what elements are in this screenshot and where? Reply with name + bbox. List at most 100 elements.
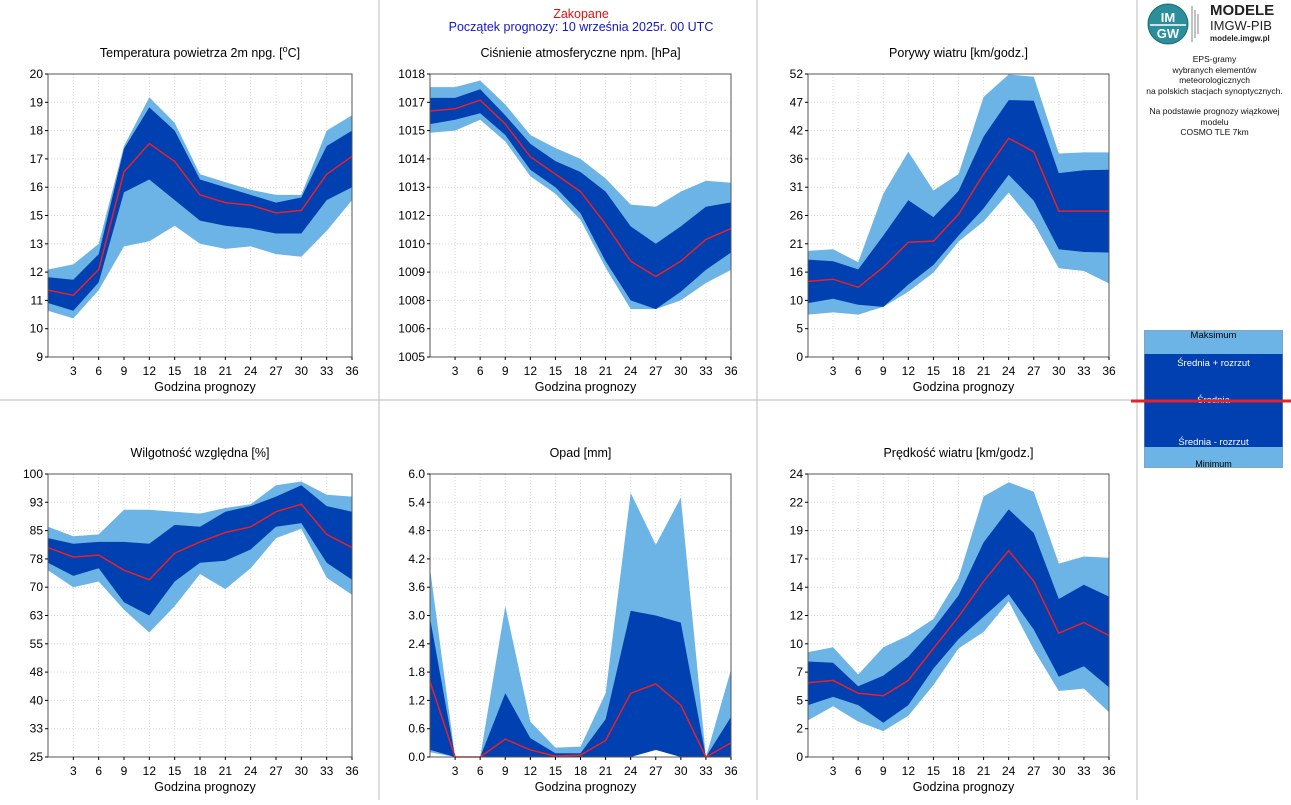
logo-institution: IMGW-PIB xyxy=(1210,18,1272,33)
y-tick-label: 16 xyxy=(790,265,804,279)
x-tick-label: 18 xyxy=(574,764,588,778)
y-tick-label: 0 xyxy=(796,750,803,764)
x-tick-label: 33 xyxy=(1077,764,1091,778)
y-tick-label: 78 xyxy=(30,552,44,566)
chart-title: Prędkość wiatru [km/godz.] xyxy=(883,446,1033,460)
y-tick-label: 10 xyxy=(790,637,804,651)
x-tick-label: 15 xyxy=(549,364,563,378)
x-tick-label: 36 xyxy=(724,364,738,378)
x-tick-label: 3 xyxy=(830,364,837,378)
x-tick-label: 6 xyxy=(477,764,484,778)
legend-max: Maksimum xyxy=(1190,330,1237,341)
y-tick-label: 0 xyxy=(796,350,803,364)
logo-badge-top: IM xyxy=(1161,10,1175,25)
x-tick-label: 15 xyxy=(927,764,941,778)
x-tick-label: 27 xyxy=(1027,764,1041,778)
y-tick-label: 19 xyxy=(30,95,44,109)
y-tick-label: 12 xyxy=(790,609,804,623)
x-axis-label: Godzina prognozy xyxy=(154,780,256,794)
chart-title-text: Temperatura powietrza 2m npg. [ xyxy=(100,46,283,60)
x-tick-label: 21 xyxy=(977,364,991,378)
x-tick-label: 30 xyxy=(295,364,309,378)
x-tick-label: 30 xyxy=(295,764,309,778)
y-tick-label: 0.0 xyxy=(408,750,425,764)
x-tick-label: 15 xyxy=(168,764,182,778)
y-tick-label: 1015 xyxy=(398,124,425,138)
chart-title: Wilgotność względna [%] xyxy=(131,446,270,460)
x-tick-label: 24 xyxy=(624,764,638,778)
y-tick-label: 9 xyxy=(36,350,43,364)
x-tick-label: 3 xyxy=(452,364,459,378)
x-tick-label: 30 xyxy=(1052,364,1066,378)
y-tick-label: 93 xyxy=(30,495,44,509)
y-tick-label: 11 xyxy=(31,293,44,307)
chart-title: Ciśnienie atmosferyczne npm. [hPa] xyxy=(480,46,680,60)
x-tick-label: 6 xyxy=(855,764,862,778)
x-tick-label: 9 xyxy=(880,764,887,778)
x-tick-label: 6 xyxy=(95,364,102,378)
x-tick-label: 27 xyxy=(269,764,283,778)
chart-humidity: Wilgotność względna [%]25334048556370788… xyxy=(23,446,359,794)
y-tick-label: 22 xyxy=(790,495,804,509)
x-tick-label: 24 xyxy=(1002,364,1016,378)
y-tick-label: 21 xyxy=(790,237,804,251)
y-tick-label: 63 xyxy=(30,609,44,623)
y-tick-label: 7 xyxy=(796,665,803,679)
x-tick-label: 33 xyxy=(699,364,713,378)
y-tick-label: 5.4 xyxy=(408,495,425,509)
logo-badge-bottom: GW xyxy=(1157,26,1180,41)
info-line: na polskich stacjach synoptycznych. xyxy=(1146,85,1283,96)
x-tick-label: 24 xyxy=(1002,764,1016,778)
x-tick-label: 30 xyxy=(674,364,688,378)
x-tick-label: 3 xyxy=(452,764,459,778)
y-tick-label: 1012 xyxy=(398,209,425,223)
y-tick-label: 1017 xyxy=(398,95,425,109)
x-tick-label: 21 xyxy=(977,764,991,778)
x-tick-label: 12 xyxy=(143,764,157,778)
x-tick-label: 27 xyxy=(649,364,663,378)
x-tick-label: 3 xyxy=(830,764,837,778)
x-tick-label: 27 xyxy=(649,764,663,778)
y-tick-label: 2.4 xyxy=(408,637,425,651)
x-tick-label: 36 xyxy=(724,764,738,778)
x-tick-label: 33 xyxy=(1077,364,1091,378)
spread-band xyxy=(48,107,352,311)
y-tick-label: 13 xyxy=(30,237,44,251)
y-tick-label: 48 xyxy=(30,665,44,679)
chart-title: Temperatura powietrza 2m npg. [oC] xyxy=(100,44,300,60)
legend-mean-plus: Średnia + rozrzut xyxy=(1177,358,1250,369)
x-tick-label: 9 xyxy=(502,764,509,778)
y-tick-label: 40 xyxy=(30,693,44,707)
x-tick-label: 6 xyxy=(477,364,484,378)
y-tick-label: 1.2 xyxy=(408,693,425,707)
x-tick-label: 12 xyxy=(902,764,916,778)
y-tick-label: 6.0 xyxy=(408,467,425,481)
x-tick-label: 36 xyxy=(1102,764,1116,778)
x-tick-label: 6 xyxy=(95,764,102,778)
x-axis-label: Godzina prognozy xyxy=(535,780,637,794)
chart-title: Opad [mm] xyxy=(550,446,612,460)
x-tick-label: 21 xyxy=(599,764,613,778)
y-tick-label: 5 xyxy=(796,322,803,336)
x-tick-label: 24 xyxy=(244,364,258,378)
x-tick-label: 36 xyxy=(345,764,359,778)
info-line: wybranych elementów meteorologicznych xyxy=(1172,64,1257,86)
x-tick-label: 18 xyxy=(193,764,207,778)
x-axis-label: Godzina prognozy xyxy=(913,780,1015,794)
y-tick-label: 12 xyxy=(30,265,44,279)
y-tick-label: 3.6 xyxy=(408,580,425,594)
x-tick-label: 18 xyxy=(952,764,966,778)
y-tick-label: 19 xyxy=(790,524,804,538)
y-tick-label: 20 xyxy=(30,67,44,81)
y-tick-label: 4.2 xyxy=(408,552,425,566)
x-tick-label: 36 xyxy=(1102,364,1116,378)
legend-mean-minus: Średnia - rozrzut xyxy=(1178,437,1249,448)
y-tick-label: 1009 xyxy=(398,265,425,279)
y-tick-label: 16 xyxy=(30,180,44,194)
legend-mean-line xyxy=(1131,399,1291,403)
chart-gusts: Porywy wiatru [km/godz.]0510162126313642… xyxy=(790,46,1116,394)
y-tick-label: 52 xyxy=(790,67,804,81)
y-tick-label: 31 xyxy=(790,180,804,194)
